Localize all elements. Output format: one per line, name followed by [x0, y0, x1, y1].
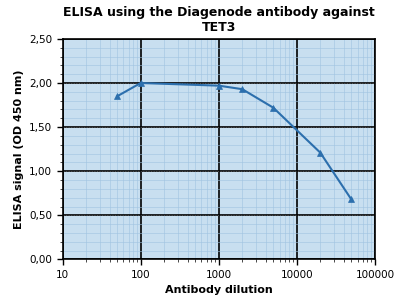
X-axis label: Antibody dilution: Antibody dilution: [165, 285, 273, 296]
Title: ELISA using the Diagenode antibody against
TET3: ELISA using the Diagenode antibody again…: [63, 5, 375, 33]
Y-axis label: ELISA signal (OD 450 nm): ELISA signal (OD 450 nm): [14, 70, 24, 229]
